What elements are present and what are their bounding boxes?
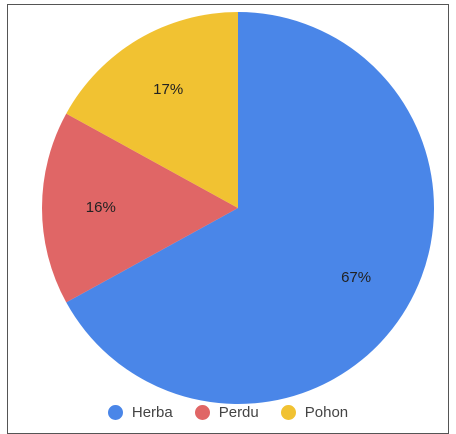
legend-label-perdu: Perdu — [218, 404, 259, 421]
pie-slice-pohon — [66, 11, 238, 208]
legend: Herba Perdu Pohon — [0, 404, 456, 421]
legend-item-pohon: Pohon — [280, 404, 349, 421]
legend-label-pohon: Pohon — [304, 404, 349, 421]
pie-slice-herba — [66, 12, 435, 404]
legend-swatch-pohon — [280, 405, 296, 420]
pie-slice-perdu — [41, 113, 238, 303]
legend-label-herba: Herba — [131, 404, 173, 421]
pie-label-perdu: 16% — [86, 199, 116, 216]
pie-label-herba: 67% — [341, 269, 371, 286]
legend-item-perdu: Perdu — [194, 404, 259, 421]
legend-swatch-perdu — [194, 405, 210, 420]
legend-item-herba: Herba — [107, 404, 173, 421]
pie-label-pohon: 17% — [153, 81, 183, 98]
legend-swatch-herba — [107, 405, 123, 420]
